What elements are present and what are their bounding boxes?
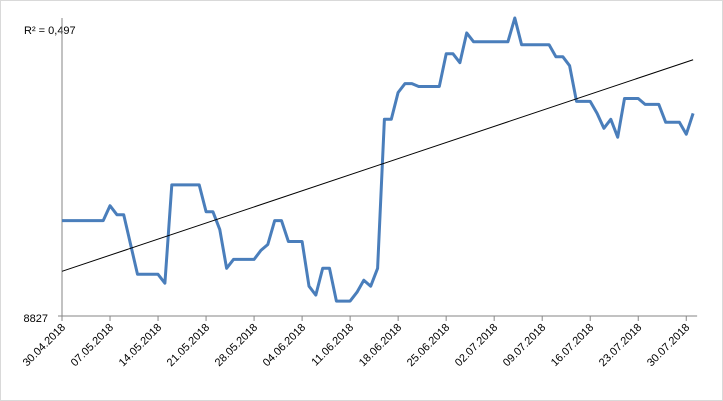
data-line: [62, 16, 695, 303]
r-squared-annotation: R² = 0,497: [24, 25, 76, 37]
trendline: [61, 59, 694, 272]
y-tick-label: 8827: [24, 313, 48, 325]
